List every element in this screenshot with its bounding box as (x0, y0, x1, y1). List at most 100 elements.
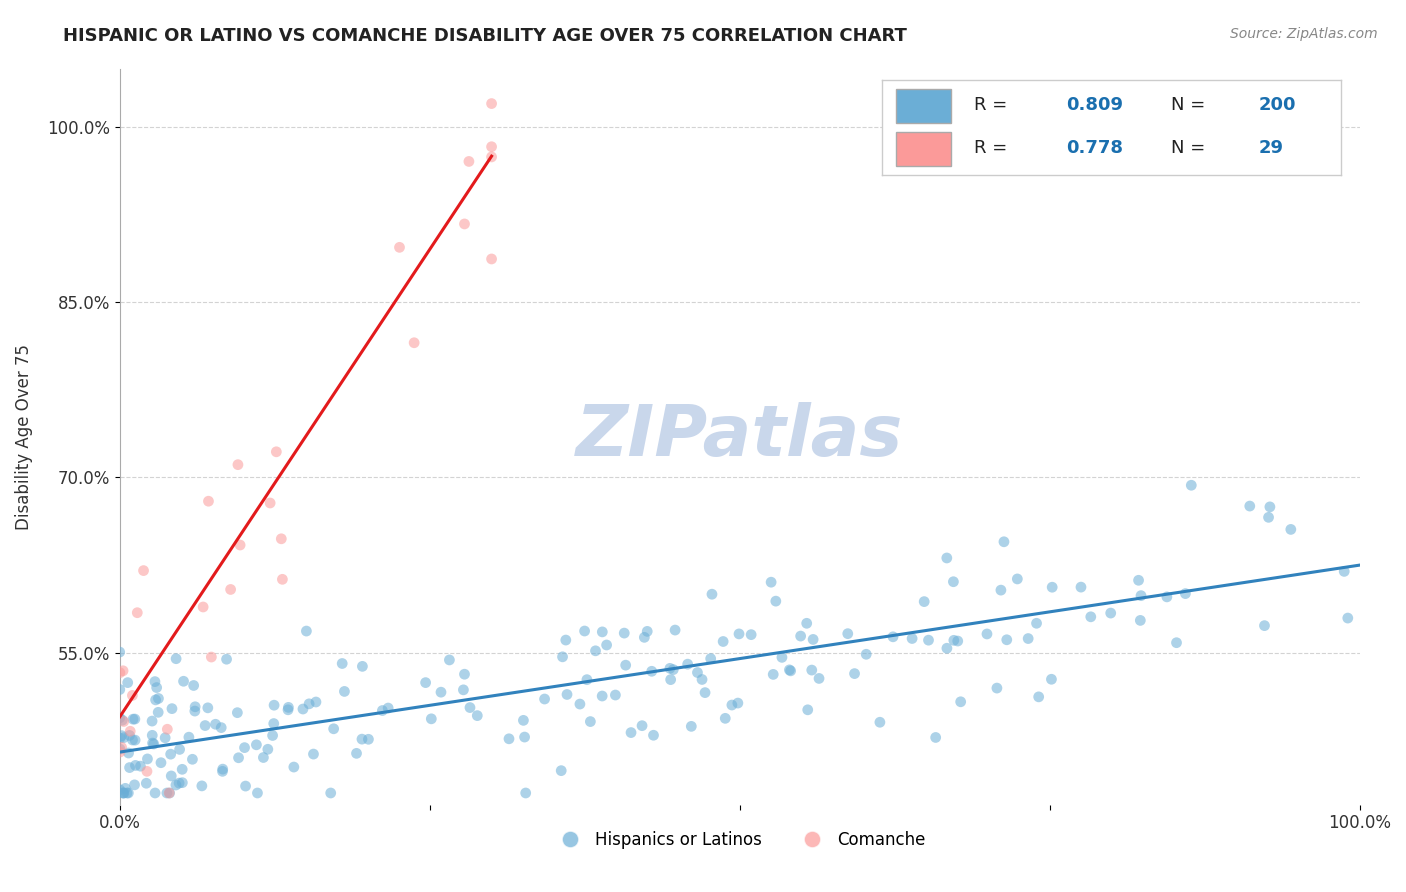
Point (1257, 510, 1279, 524)
Point (112, 664, 135, 678)
Point (191, 779, 214, 793)
Point (319, 786, 342, 800)
Point (377, 701, 399, 715)
Point (184, 699, 207, 714)
Point (197, 494, 219, 508)
Point (1070, 580, 1092, 594)
Point (917, 633, 939, 648)
Point (711, 634, 734, 648)
Point (658, 661, 681, 675)
Text: 29: 29 (1258, 139, 1284, 158)
Point (681, 719, 703, 733)
Point (135, 776, 157, 790)
Point (283, 760, 305, 774)
Point (924, 731, 946, 745)
Point (112, 786, 135, 800)
Y-axis label: Disability Age Over 75: Disability Age Over 75 (15, 343, 32, 530)
Point (270, 532, 292, 546)
Point (453, 682, 475, 697)
Point (664, 623, 686, 637)
Point (762, 667, 785, 681)
Point (714, 711, 737, 725)
FancyBboxPatch shape (896, 89, 950, 122)
Point (215, 652, 238, 666)
Point (108, 731, 131, 746)
Point (148, 706, 170, 720)
Point (143, 674, 166, 689)
Point (157, 786, 180, 800)
Point (211, 762, 233, 776)
Point (662, 663, 685, 677)
Point (1333, 565, 1355, 579)
Point (1040, 673, 1063, 687)
Point (371, 704, 394, 718)
Point (120, 724, 142, 739)
Point (1025, 616, 1047, 631)
Point (256, 742, 278, 756)
Point (1166, 636, 1188, 650)
Point (465, 708, 488, 723)
Point (165, 778, 187, 792)
Point (111, 713, 134, 727)
Point (124, 712, 146, 726)
Point (156, 786, 179, 800)
Point (181, 752, 204, 766)
Point (108, 711, 131, 725)
Point (1028, 690, 1050, 704)
Point (976, 627, 998, 641)
Text: N =: N = (1171, 139, 1211, 158)
Point (1180, 478, 1202, 492)
Point (111, 786, 134, 800)
Point (114, 781, 136, 796)
Point (245, 738, 267, 752)
Point (295, 624, 318, 638)
Text: 0.778: 0.778 (1066, 139, 1122, 158)
Point (108, 745, 131, 759)
Point (177, 730, 200, 744)
Text: 0.809: 0.809 (1066, 96, 1122, 114)
Point (291, 702, 314, 716)
Point (778, 663, 800, 677)
Point (551, 649, 574, 664)
Point (481, 140, 503, 154)
Point (184, 704, 207, 718)
Point (855, 647, 877, 661)
Point (197, 701, 219, 715)
Point (620, 725, 643, 739)
Point (659, 673, 682, 687)
Point (160, 769, 183, 783)
Point (110, 740, 132, 755)
Point (121, 689, 143, 703)
Point (699, 651, 721, 665)
Point (1279, 523, 1302, 537)
Point (263, 698, 285, 713)
Point (121, 733, 143, 747)
Point (233, 740, 256, 755)
Point (357, 732, 380, 747)
Point (277, 703, 299, 717)
Point (148, 691, 170, 706)
Point (108, 782, 131, 797)
Point (136, 752, 159, 766)
Point (117, 786, 139, 800)
Point (228, 751, 250, 765)
Point (132, 564, 155, 578)
Point (117, 675, 139, 690)
Point (591, 624, 613, 639)
Point (995, 632, 1018, 647)
Point (641, 665, 664, 679)
Point (1337, 611, 1360, 625)
Point (259, 496, 281, 510)
Point (153, 731, 176, 745)
Point (579, 714, 602, 729)
Point (1099, 606, 1122, 620)
Point (127, 606, 149, 620)
Point (246, 786, 269, 800)
Point (458, 154, 481, 169)
Point (614, 658, 637, 673)
Point (1017, 632, 1039, 646)
Point (143, 786, 166, 800)
Point (690, 673, 713, 687)
Point (330, 657, 353, 671)
Point (108, 645, 131, 659)
